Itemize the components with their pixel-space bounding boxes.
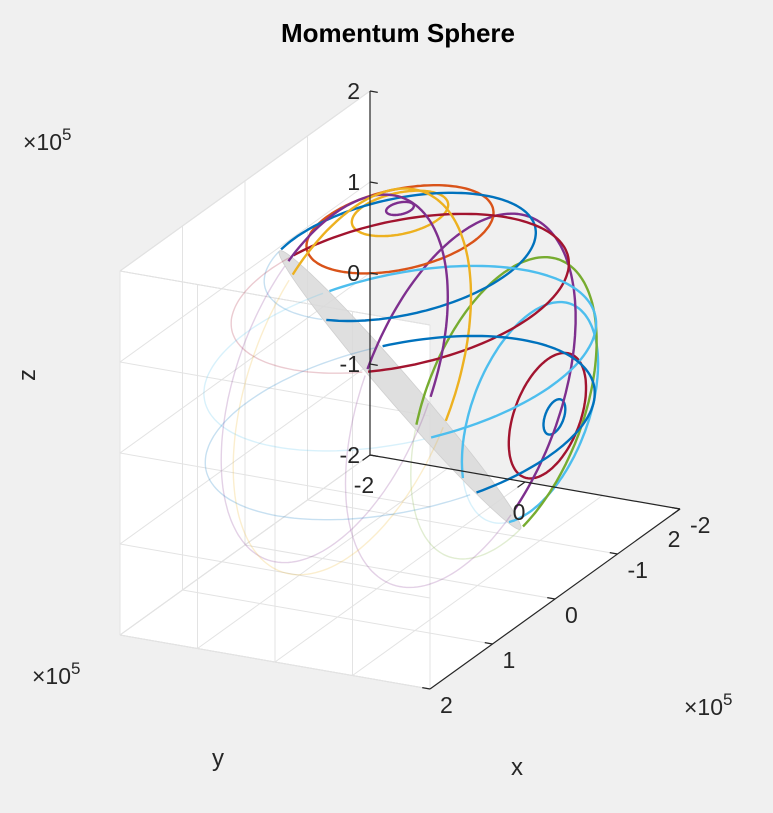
- tick-labels: -2 0 2 -2 -1 0 1 2 -2 -1 0 1 2: [340, 78, 711, 718]
- trajectory-12: [291, 187, 473, 422]
- trajectories-back: [203, 251, 521, 589]
- z-tick-mark: [369, 454, 378, 457]
- y-tick-mark: [609, 552, 618, 555]
- grid-wall-z: [119, 270, 431, 326]
- x-axis-exponent: ×105: [684, 690, 732, 720]
- x-tick-label: 2: [668, 526, 681, 552]
- trajectory-back-3: [410, 429, 521, 560]
- x-tick-mark: [672, 508, 681, 515]
- y-tick-label: -2: [690, 512, 710, 538]
- grid-floor-y: [182, 589, 493, 645]
- grid-floor-y: [307, 499, 618, 555]
- z-tick-mark: [369, 90, 378, 93]
- z-tick-label: -2: [340, 442, 360, 468]
- grid-wall-z: [119, 90, 371, 272]
- trajectory-6: [350, 189, 450, 238]
- y-tick-mark: [547, 597, 556, 600]
- trajectory-13: [382, 334, 596, 494]
- trajectory-back-13: [204, 347, 471, 521]
- trajectory-9: [292, 212, 570, 373]
- x-tick-mark: [362, 454, 371, 461]
- z-tick-mark: [369, 272, 378, 275]
- x-tick-mark: [517, 481, 526, 488]
- y-tick-label: 1: [503, 647, 516, 673]
- y-tick-label: 2: [440, 692, 453, 718]
- x-tick-label: -2: [354, 472, 374, 498]
- trajectory-back-10: [203, 292, 425, 452]
- z-axis-label: z: [14, 369, 41, 381]
- trajectory-0: [542, 398, 567, 436]
- trajectory-back-12: [232, 279, 444, 576]
- z-axis-exponent: ×105: [23, 125, 71, 155]
- grid-wall-z: [119, 634, 431, 690]
- trajectory-back-8: [263, 251, 323, 321]
- grid-wall-z: [119, 181, 371, 363]
- grid-wall-z: [119, 454, 371, 636]
- z-tick-mark: [369, 363, 378, 366]
- y-axis-label: y: [212, 745, 224, 772]
- chart-title: Momentum Sphere: [281, 18, 515, 48]
- grid-wall-z: [119, 363, 371, 545]
- z-tick-label: 0: [347, 260, 360, 286]
- x-tick-label: 0: [513, 499, 526, 525]
- trajectory-back-4: [344, 375, 512, 589]
- y-tick-mark: [484, 642, 493, 645]
- trajectory-back-11: [220, 265, 430, 564]
- y-tick-mark: [422, 687, 431, 690]
- z-tick-label: 2: [347, 78, 360, 104]
- z-tick-label: 1: [347, 169, 360, 195]
- grid-floor-y: [244, 544, 556, 600]
- x-axis-label: x: [511, 754, 523, 781]
- y-tick-label: 0: [565, 602, 578, 628]
- trajectories-front: [280, 184, 600, 528]
- z-tick-label: -1: [340, 351, 360, 377]
- grid-wall-z: [119, 543, 431, 599]
- y-tick-label: -1: [628, 557, 648, 583]
- y-tick-mark: [672, 507, 681, 510]
- grid-wall-z: [119, 452, 431, 508]
- trajectory-back-2: [462, 481, 507, 524]
- trajectory-11: [287, 193, 449, 398]
- grid-wall-z: [119, 361, 431, 417]
- grid-lines: [119, 90, 681, 690]
- y-axis-exponent: ×105: [32, 659, 80, 689]
- trajectory-back-9: [230, 257, 363, 374]
- trajectory-5: [384, 200, 416, 217]
- trajectory-8: [280, 191, 537, 323]
- trajectory-1: [507, 351, 588, 480]
- axes-box-front: [362, 90, 681, 690]
- z-tick-mark: [369, 181, 378, 184]
- trajectory-10: [329, 264, 598, 439]
